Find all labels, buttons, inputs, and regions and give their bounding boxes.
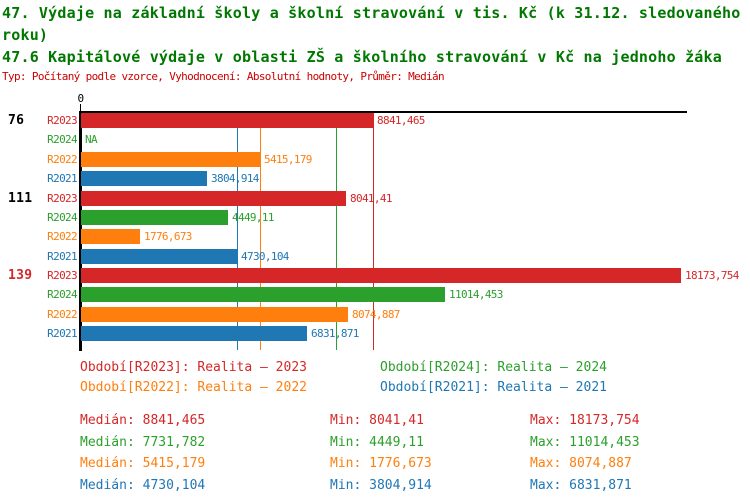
- series-label: R2024: [47, 211, 78, 224]
- stat-median: Medián: 5415,179: [80, 456, 206, 471]
- value-label: 8074,887: [352, 308, 400, 321]
- section-title: 47.6 Kapitálové výdaje v oblasti ZŠ a šk…: [2, 48, 722, 66]
- value-label: NA: [85, 133, 98, 146]
- stat-median: Medián: 8841,465: [80, 413, 206, 428]
- series-label: R2021: [47, 172, 78, 185]
- legend-item-R2022: Období[R2022]: Realita – 2022: [80, 380, 307, 395]
- value-label: 4730,104: [241, 250, 289, 263]
- series-label: R2022: [47, 308, 78, 321]
- stat-max: Max: 6831,871: [530, 477, 632, 493]
- stat-min: Min: 1776,673: [330, 456, 432, 471]
- series-label: R2023: [47, 192, 78, 205]
- value-label: 4449,11: [232, 211, 274, 224]
- bar-row: R2023 8041,41: [0, 191, 750, 206]
- bar-row: R2021 3804,914: [0, 171, 750, 186]
- stat-median: Medián: 4730,104: [80, 477, 206, 493]
- x-axis-tick-label: 0: [77, 92, 85, 105]
- bar-R2022: [81, 307, 348, 322]
- value-label: 11014,453: [449, 288, 503, 301]
- value-label: 5415,179: [264, 153, 312, 166]
- x-axis-line: [79, 111, 687, 113]
- stat-row-R2023: Medián: 8841,465 Min: 8041,41 Max: 18173,7…: [80, 410, 740, 432]
- legend-item-R2023: Období[R2023]: Realita – 2023: [80, 360, 307, 375]
- stat-median: Medián: 7731,782: [80, 434, 206, 450]
- value-label: 8041,41: [350, 192, 392, 205]
- stat-row-R2024: Medián: 7731,782 Min: 4449,11 Max: 11014,4…: [80, 432, 740, 454]
- median-line-R2021: [237, 113, 238, 350]
- median-line-R2022: [260, 113, 261, 350]
- legend-item-R2021: Období[R2021]: Realita – 2021: [380, 380, 607, 395]
- median-line-R2023: [373, 113, 374, 350]
- bar-row: R2023 18173,754: [0, 268, 750, 283]
- bar-row: R2023 8841,465: [0, 113, 750, 128]
- series-label: R2024: [47, 288, 78, 301]
- chart-legend: Období[R2023]: Realita – 2023 Období[R202…: [80, 358, 720, 398]
- value-label: 3804,914: [211, 172, 259, 185]
- bar-R2021: [81, 171, 207, 186]
- group-label: 111: [8, 191, 33, 206]
- bar-R2022: [81, 229, 140, 244]
- value-label: 1776,673: [144, 230, 192, 243]
- stat-row-R2022: Medián: 5415,179 Min: 1776,673 Max: 8074,8…: [80, 453, 740, 475]
- bar-R2023: [81, 113, 373, 128]
- chart-header: 47. Výdaje na základní školy a školní st…: [2, 2, 748, 84]
- bar-R2024: [81, 210, 228, 225]
- legend-item-R2024: Období[R2024]: Realita – 2024: [380, 360, 607, 375]
- stat-max: Max: 8074,887: [530, 456, 632, 471]
- stat-row-R2021: Medián: 4730,104 Min: 3804,914 Max: 6831,8…: [80, 475, 740, 497]
- value-label: 6831,871: [311, 327, 359, 340]
- bar-row: R2021 6831,871: [0, 326, 750, 341]
- bar-R2023: [81, 268, 681, 283]
- bar-row: R2022 1776,673: [0, 229, 750, 244]
- series-label: R2021: [47, 327, 78, 340]
- stat-max: Max: 11014,453: [530, 434, 640, 450]
- group-label: 139: [8, 268, 33, 283]
- chart-meta-line: Typ: Počítaný podle vzorce, Vyhodnocení:…: [2, 70, 445, 83]
- series-label: R2023: [47, 269, 78, 282]
- bar-R2021: [81, 326, 307, 341]
- x-axis-tick: [80, 104, 81, 111]
- chart-statistics: Medián: 8841,465 Min: 8041,41 Max: 18173,7…: [80, 410, 740, 496]
- median-line-R2024: [336, 113, 337, 350]
- bar-row: R2024 4449,11: [0, 210, 750, 225]
- series-label: R2022: [47, 153, 78, 166]
- stat-min: Min: 3804,914: [330, 477, 432, 493]
- stat-max: Max: 18173,754: [530, 413, 640, 428]
- report-title: 47. Výdaje na základní školy a školní st…: [2, 4, 741, 44]
- value-label: 18173,754: [685, 269, 739, 282]
- group-label: 76: [8, 113, 25, 128]
- bar-R2021: [81, 249, 237, 264]
- value-label: 8841,465: [377, 114, 425, 127]
- bar-row: R2022 8074,887: [0, 307, 750, 322]
- bar-row: R2022 5415,179: [0, 152, 750, 167]
- stat-min: Min: 4449,11: [330, 434, 424, 450]
- stat-min: Min: 8041,41: [330, 413, 424, 428]
- bar-R2024: [81, 287, 445, 302]
- y-axis-line: [79, 111, 82, 351]
- bar-row: R2024 11014,453: [0, 287, 750, 302]
- series-label: R2022: [47, 230, 78, 243]
- bar-chart: 0 76 R2023 8841,465 R2024 NA R2022 5415,179 R20…: [0, 93, 750, 360]
- series-label: R2024: [47, 133, 78, 146]
- bar-row: R2021 4730,104: [0, 249, 750, 264]
- bar-row: R2024 NA: [0, 132, 750, 147]
- bar-R2022: [81, 152, 260, 167]
- series-label: R2023: [47, 114, 78, 127]
- bar-R2023: [81, 191, 346, 206]
- series-label: R2021: [47, 250, 78, 263]
